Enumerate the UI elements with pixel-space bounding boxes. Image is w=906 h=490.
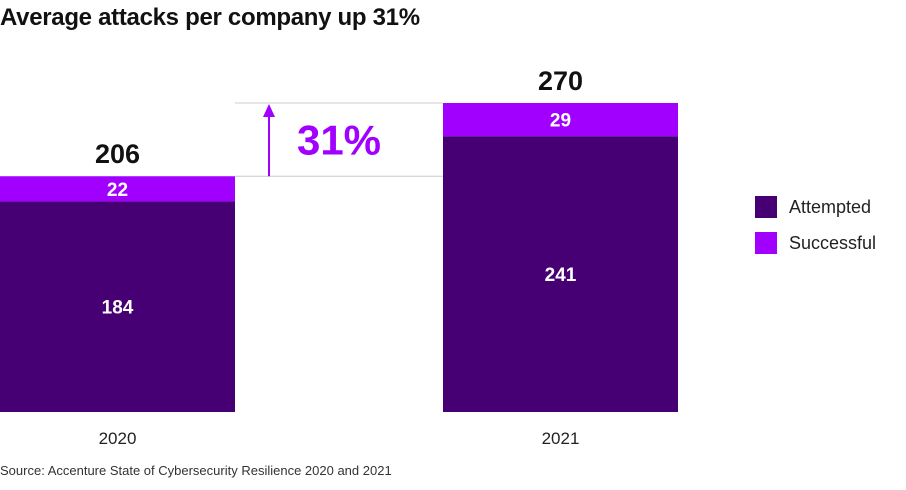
legend-swatch-attempted: [755, 196, 777, 218]
bar-attempted-2020: [0, 201, 235, 412]
legend-swatch-successful: [755, 232, 777, 254]
bar-attempted-2021: [443, 136, 678, 412]
legend-item-successful: Successful: [755, 231, 876, 255]
legend-item-attempted: Attempted: [755, 195, 876, 219]
legend-label-attempted: Attempted: [789, 196, 872, 217]
bar-chart: 184 22 206 2020 241 29 270 2021 31%: [0, 66, 678, 448]
x-tick-label-2021: 2021: [542, 429, 580, 448]
change-percent-label: 31%: [297, 117, 381, 164]
data-label-attempted-2021: 241: [545, 265, 577, 286]
data-label-successful-2021: 29: [550, 111, 571, 132]
chart-title: Average attacks per company up 31%: [0, 4, 420, 31]
legend-label-successful: Successful: [789, 232, 877, 253]
x-tick-label-2020: 2020: [99, 429, 137, 448]
arrow-up-icon: [263, 104, 275, 117]
legend: Attempted Successful: [755, 195, 876, 267]
bar-successful-2020: [0, 176, 235, 202]
bar-successful-2021: [443, 103, 678, 137]
source-note: Source: Accenture State of Cybersecurity…: [0, 463, 392, 478]
data-label-attempted-2020: 184: [102, 298, 134, 319]
total-label-2021: 270: [538, 66, 583, 96]
data-label-successful-2020: 22: [107, 180, 128, 201]
total-label-2020: 206: [95, 139, 140, 169]
